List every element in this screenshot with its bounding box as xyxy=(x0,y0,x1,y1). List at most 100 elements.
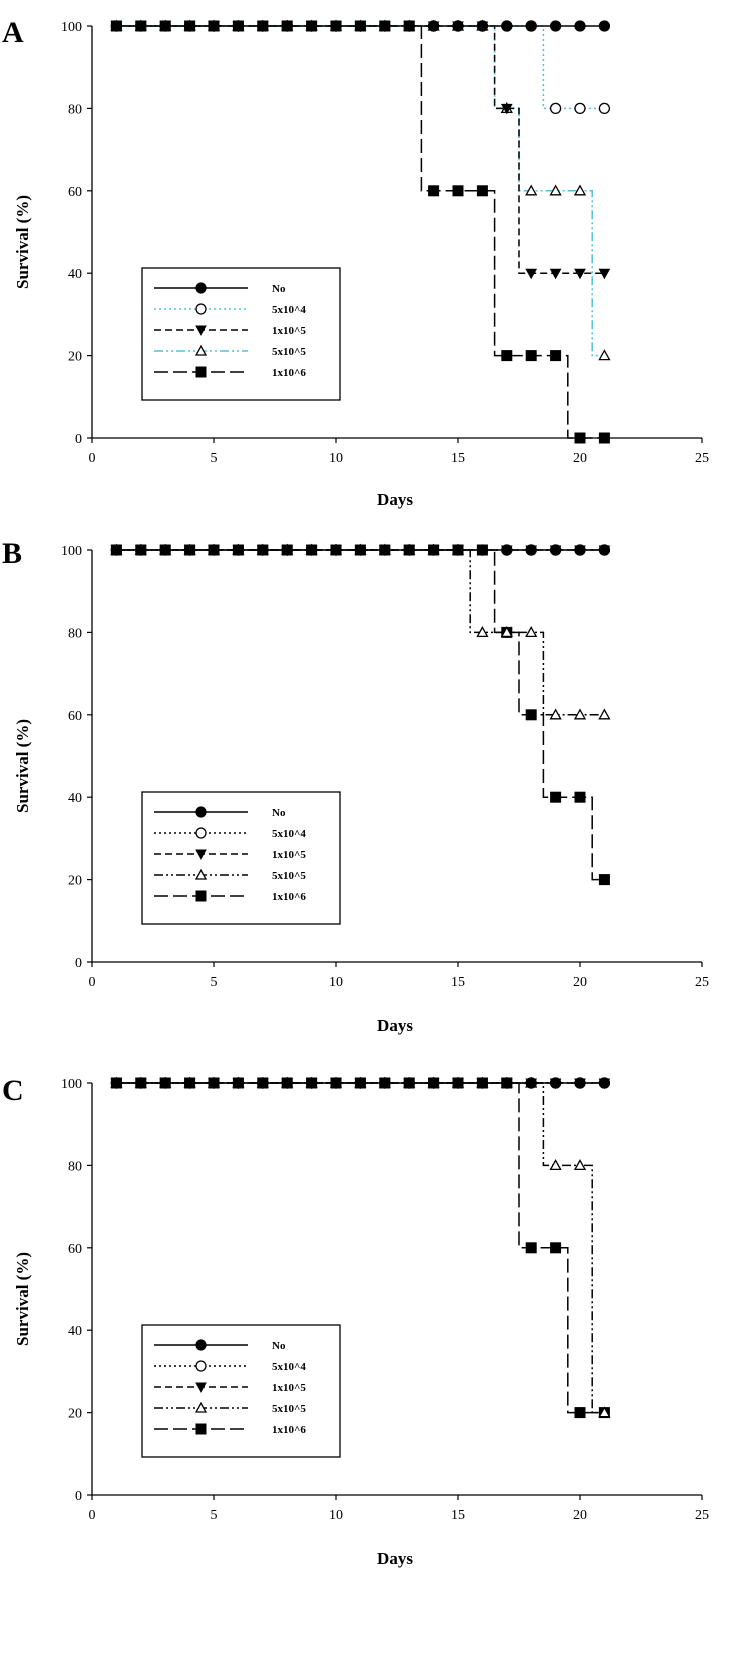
chart-panel-a: A 0 20 40 60 80 100 0 5 10 15 20 25 Days Survival (%) N… xyxy=(2,16,709,509)
data-point xyxy=(549,268,562,280)
legend-marker xyxy=(195,827,207,839)
x-tick-label: 10 xyxy=(329,1508,343,1523)
data-point xyxy=(476,185,488,197)
legend-box xyxy=(141,1324,341,1458)
data-point xyxy=(403,20,415,32)
series-no xyxy=(110,544,611,556)
legend-label: 5x10^5 xyxy=(272,870,306,882)
data-point xyxy=(452,544,464,556)
x-tick-label: 5 xyxy=(211,451,218,466)
legend-label: No xyxy=(272,283,286,295)
data-point xyxy=(574,432,586,444)
data-point xyxy=(476,544,489,556)
x-tick-label: 25 xyxy=(695,451,709,466)
legend-label: 1x10^5 xyxy=(272,1382,306,1394)
legend-label: 1x10^6 xyxy=(272,1424,306,1436)
data-point xyxy=(427,544,440,556)
legend-marker xyxy=(195,1423,207,1435)
data-point xyxy=(501,1077,513,1089)
data-point xyxy=(501,20,513,32)
data-point xyxy=(208,544,220,556)
data-point xyxy=(598,268,611,280)
data-point xyxy=(598,544,611,556)
data-point xyxy=(232,20,245,32)
x-tick-label: 15 xyxy=(451,1508,465,1523)
x-tick-label: 20 xyxy=(573,975,587,990)
data-point xyxy=(574,1407,586,1419)
y-axis-title: Survival (%) xyxy=(13,195,32,289)
data-point xyxy=(330,20,342,32)
legend-marker xyxy=(195,1382,207,1394)
chart-panel-b: B 0 20 40 60 80 100 0 5 10 15 20 25 Days Survival (%) N… xyxy=(2,537,709,1035)
data-point xyxy=(574,1077,586,1089)
legend: No 5x10^4 1x10^5 5x10^5 1x10^6 xyxy=(141,267,341,401)
data-point xyxy=(550,350,562,362)
chart-panel-c: C 0 20 40 60 80 100 0 5 10 15 20 25 Days Survival (%) N… xyxy=(2,1074,709,1568)
y-tick-label: 60 xyxy=(68,185,82,200)
series-no xyxy=(110,20,611,32)
data-point xyxy=(135,20,147,32)
data-point xyxy=(574,544,586,556)
data-point xyxy=(330,544,342,556)
legend-item: 5x10^5 xyxy=(154,1401,306,1415)
y-tick-label: 80 xyxy=(68,626,82,641)
data-point xyxy=(110,544,123,556)
data-point xyxy=(550,791,562,803)
legend-label: 1x10^5 xyxy=(272,325,306,337)
data-point xyxy=(525,184,538,196)
legend-item: No xyxy=(154,1339,286,1352)
data-point xyxy=(281,20,293,32)
y-tick-label: 60 xyxy=(68,709,82,724)
legend-marker xyxy=(195,303,207,315)
legend-marker xyxy=(195,1339,207,1351)
x-tick-label: 0 xyxy=(89,451,96,466)
legend-label: 5x10^4 xyxy=(272,1361,306,1373)
data-point xyxy=(330,1077,342,1089)
data-point xyxy=(525,626,538,638)
data-point xyxy=(159,20,171,32)
data-point xyxy=(305,1077,318,1089)
x-tick-label: 25 xyxy=(695,1508,709,1523)
data-point xyxy=(232,544,245,556)
data-point xyxy=(573,1159,587,1171)
legend-label: 1x10^6 xyxy=(272,891,306,903)
data-point xyxy=(354,1077,367,1089)
data-point xyxy=(379,544,391,556)
data-point xyxy=(525,709,537,721)
data-point xyxy=(452,185,464,197)
legend-label: 5x10^4 xyxy=(272,304,306,316)
data-point xyxy=(598,708,611,720)
y-tick-label: 20 xyxy=(68,350,82,365)
data-point xyxy=(598,102,611,115)
legend-marker xyxy=(194,344,208,356)
data-point xyxy=(208,20,220,32)
data-point xyxy=(305,20,318,32)
data-point xyxy=(135,1077,147,1089)
y-tick-label: 60 xyxy=(68,1242,82,1257)
legend-label: 5x10^5 xyxy=(272,346,306,358)
y-tick-label: 100 xyxy=(61,20,82,35)
data-point xyxy=(501,544,513,556)
data-point xyxy=(183,20,196,32)
legend-label: 5x10^4 xyxy=(272,828,306,840)
data-point xyxy=(281,544,293,556)
x-tick-label: 5 xyxy=(211,975,218,990)
legend-item: 5x10^4 xyxy=(154,827,306,840)
y-tick-label: 20 xyxy=(68,874,82,889)
legend-label: 1x10^5 xyxy=(272,849,306,861)
x-tick-label: 10 xyxy=(329,975,343,990)
y-axis-title: Survival (%) xyxy=(13,1252,32,1346)
y-tick-label: 0 xyxy=(75,432,82,447)
series-line xyxy=(116,25,605,274)
data-point xyxy=(598,432,610,444)
data-point xyxy=(232,1077,245,1089)
y-tick-label: 40 xyxy=(68,267,82,282)
data-point xyxy=(525,350,537,362)
panel-label: B xyxy=(2,537,22,570)
data-point xyxy=(598,349,611,361)
data-point xyxy=(525,544,537,556)
data-point xyxy=(379,20,391,32)
legend-marker xyxy=(195,282,207,294)
data-point xyxy=(427,1077,440,1089)
data-point xyxy=(573,708,587,720)
